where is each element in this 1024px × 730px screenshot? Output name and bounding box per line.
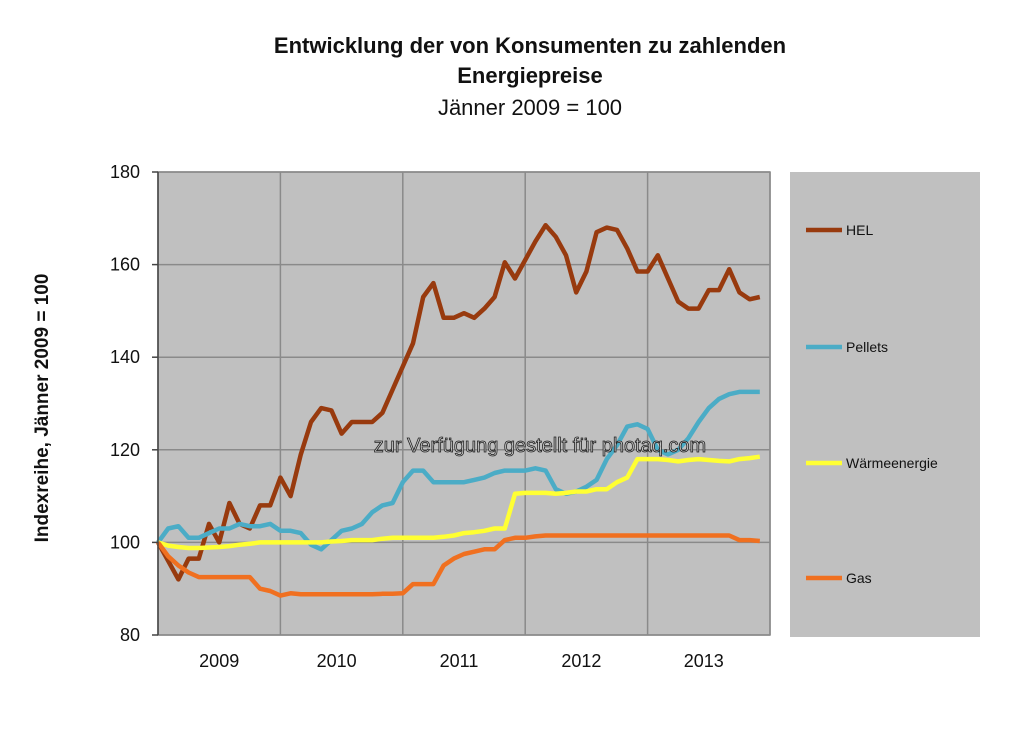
- y-tick-label: 80: [120, 625, 140, 645]
- x-tick-label: 2011: [440, 651, 479, 671]
- legend-label-pellets: Pellets: [846, 339, 888, 355]
- series-line-pellets: [156, 389, 760, 552]
- watermark: zur Verfügung gestellt für photaq.com: [374, 435, 706, 457]
- y-axis-label: Indexreihe, Jänner 2009 = 100: [32, 274, 53, 543]
- legend-box: [790, 172, 980, 637]
- x-tick-label: 2012: [561, 651, 601, 671]
- series-line-wärmeenergie: [157, 454, 761, 551]
- chart-subtitle: Jänner 2009 = 100: [438, 95, 622, 120]
- y-tick-label: 160: [110, 255, 140, 275]
- y-tick-label: 140: [110, 347, 140, 367]
- legend-label-wärmeenergie: Wärmeenergie: [846, 455, 938, 471]
- y-tick-label: 180: [110, 162, 140, 182]
- series-line-gas: [156, 533, 760, 598]
- y-tick-label: 120: [110, 440, 140, 460]
- series-line-hel: [156, 222, 761, 582]
- chart-title-line-1: Entwicklung der von Konsumenten zu zahle…: [274, 33, 786, 58]
- legend-label-gas: Gas: [846, 570, 872, 586]
- y-tick-label: 100: [110, 532, 140, 552]
- legend-label-hel: HEL: [846, 222, 873, 238]
- x-tick-label: 2010: [317, 651, 357, 671]
- chart-title-line-2: Energiepreise: [457, 63, 603, 88]
- x-tick-label: 2013: [684, 651, 724, 671]
- x-tick-label: 2009: [199, 651, 239, 671]
- plot-area: [158, 172, 770, 635]
